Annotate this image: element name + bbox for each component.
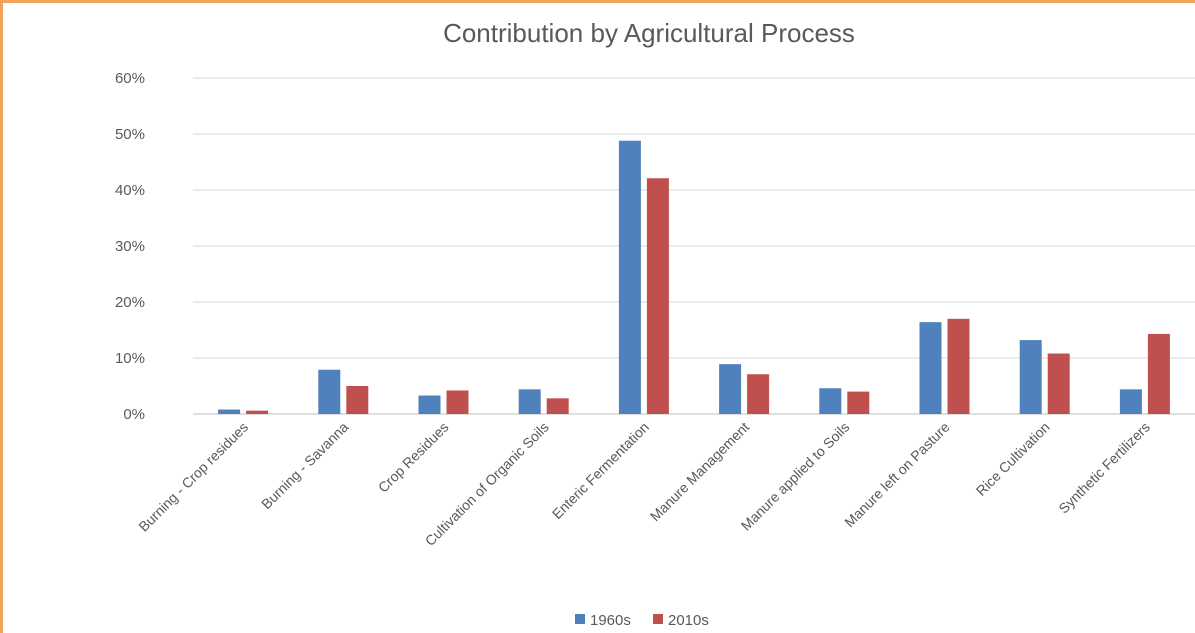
x-tick-label: Burning - Crop residues: [135, 419, 251, 535]
x-tick-label: Crop Residues: [375, 419, 452, 496]
bar-1960s: [618, 140, 641, 414]
legend: 1960s 2010s: [575, 612, 709, 629]
legend-label: 2010s: [668, 612, 709, 629]
y-tick-label: 0%: [123, 406, 145, 423]
gridlines: [193, 77, 1195, 415]
chart-title: Contribution by Agricultural Process: [443, 18, 855, 48]
y-tick-label: 40%: [115, 182, 145, 199]
bar-1960s: [1019, 340, 1042, 414]
x-axis-labels: Burning - Crop residues Burning - Savanna…: [135, 419, 1153, 549]
bar-1960s: [1119, 389, 1142, 414]
y-tick-label: 20%: [115, 294, 145, 311]
bar-1960s: [819, 388, 842, 414]
bar-2010s: [847, 391, 870, 414]
x-tick-label: Manure left on Pasture: [841, 419, 953, 531]
bar-1960s: [218, 409, 241, 414]
x-tick-label: Burning - Savanna: [258, 419, 351, 512]
y-tick-label: 60%: [115, 70, 145, 87]
y-tick-label: 50%: [115, 126, 145, 143]
y-axis-ticks: 0% 10% 20% 30% 40% 50% 60%: [115, 70, 145, 423]
bar-1960s: [719, 364, 742, 414]
y-tick-label: 10%: [115, 350, 145, 367]
bar-2010s: [947, 318, 970, 414]
bar-2010s: [1047, 353, 1070, 414]
legend-label: 1960s: [590, 612, 631, 629]
x-tick-label: Enteric Fermentation: [549, 419, 652, 522]
x-tick-label: Manure Management: [647, 419, 752, 524]
bar-2010s: [747, 374, 770, 414]
bars: [218, 140, 1170, 414]
legend-swatch: [575, 614, 585, 624]
bar-1960s: [318, 369, 341, 414]
bar-2010s: [446, 390, 469, 414]
x-tick-label: Manure applied to Soils: [738, 419, 853, 534]
bar-1960s: [518, 389, 541, 414]
bar-2010s: [646, 178, 669, 414]
bar-1960s: [919, 322, 942, 414]
y-tick-label: 30%: [115, 238, 145, 255]
bar-2010s: [346, 386, 369, 414]
x-tick-label: Rice Cultivation: [973, 419, 1053, 499]
bar-1960s: [418, 395, 441, 414]
bar-2010s: [246, 410, 269, 414]
bar-2010s: [546, 398, 569, 414]
x-tick-label: Synthetic Fertilizers: [1055, 419, 1153, 517]
legend-swatch: [653, 614, 663, 624]
bar-2010s: [1147, 333, 1170, 414]
